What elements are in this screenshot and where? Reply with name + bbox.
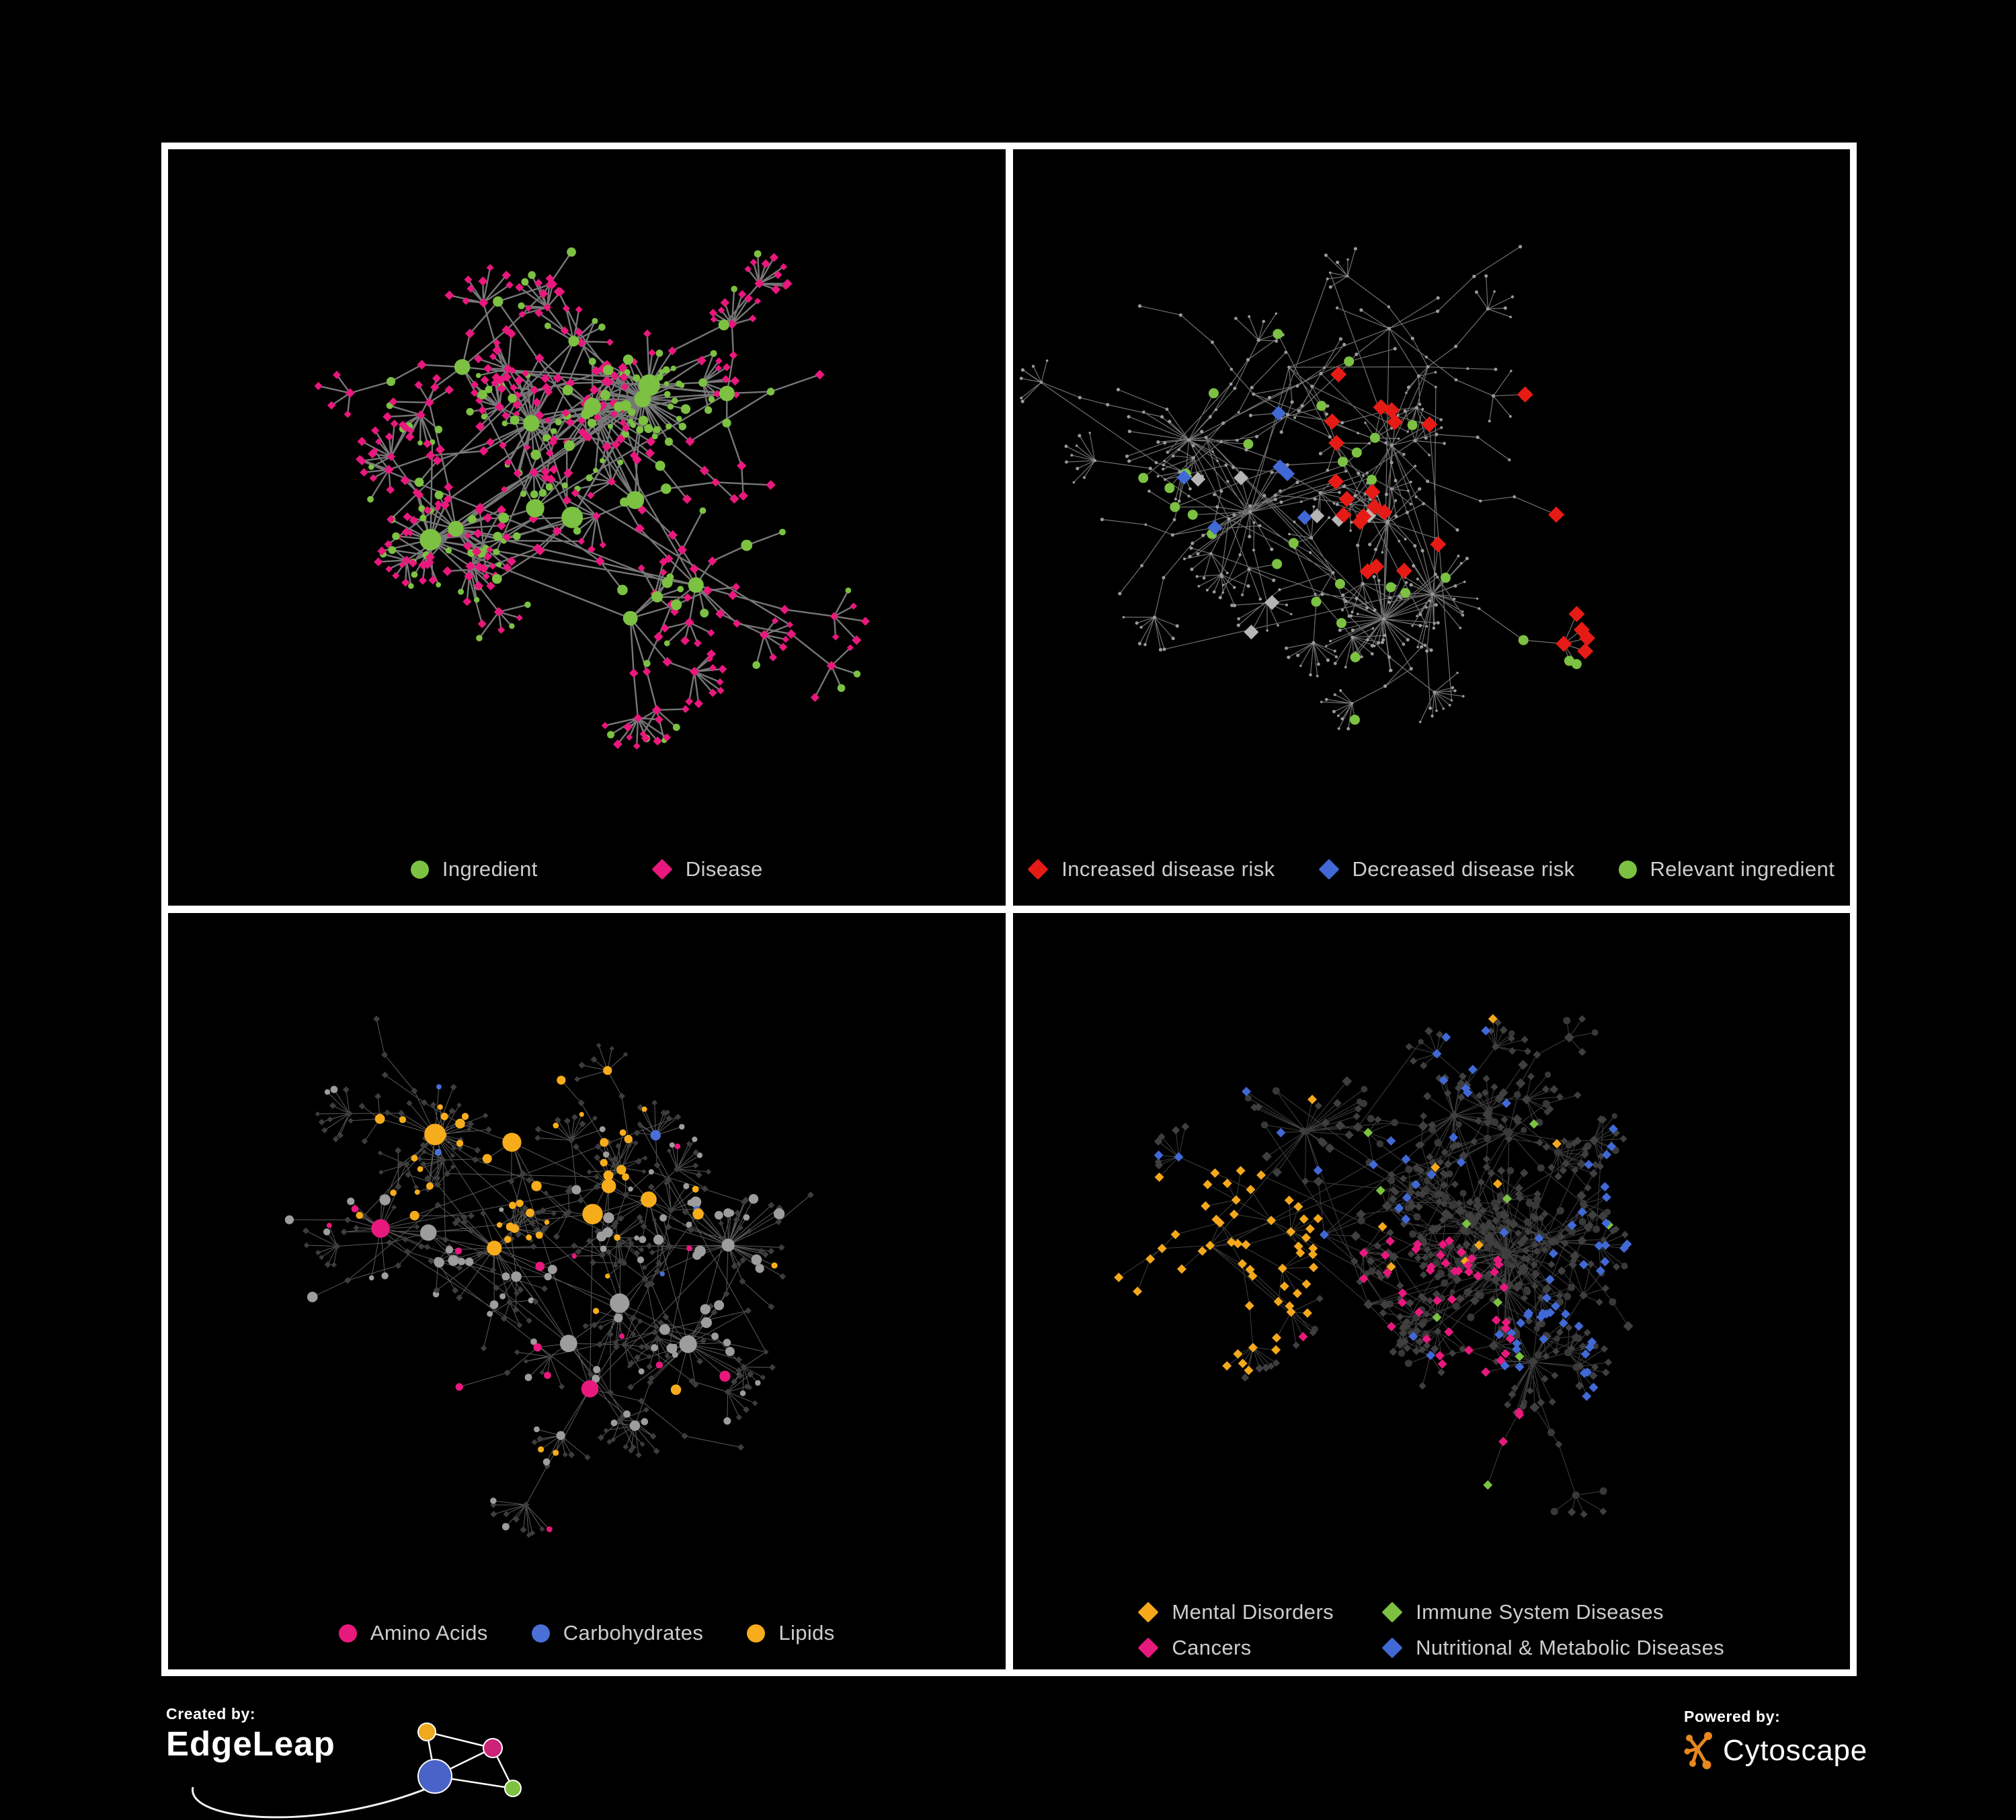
immune-system-diseases-diamond-icon	[1381, 1601, 1403, 1623]
legend-item-amino-acids: Amino Acids	[338, 1621, 488, 1645]
panel-ingredients-diseases: Ingredient Disease	[168, 149, 1006, 906]
panel-ingredient-categories: Amino Acids Carbohydrates Lipids	[168, 913, 1006, 1669]
legend-label: Carbohydrates	[563, 1621, 704, 1645]
powered-by-label: Powered by:	[1684, 1708, 1781, 1725]
carbohydrates-circle-icon	[531, 1624, 550, 1643]
edgeleap-logo-icon	[192, 1723, 522, 1819]
legend-label: Relevant ingredient	[1650, 857, 1835, 881]
network-ingredients-diseases	[168, 149, 1006, 906]
legend-item-disease: Disease	[651, 857, 763, 881]
legend-item-increased-risk: Increased disease risk	[1027, 857, 1275, 881]
panels-grid: Ingredient Disease Increased disease ris…	[161, 143, 1857, 1676]
legend-disease-categories: Mental Disorders Immune System Diseases …	[1013, 1600, 1851, 1660]
legend-label: Ingredient	[442, 857, 538, 881]
legend-item-nutritional-metabolic-diseases: Nutritional & Metabolic Diseases	[1381, 1636, 1725, 1660]
legend-item-immune-system-diseases: Immune System Diseases	[1381, 1600, 1724, 1624]
legend-label: Disease	[685, 857, 763, 881]
powered-by-block: Powered by: Cytoscape	[1684, 1708, 1886, 1770]
ingredient-circle-icon	[410, 860, 429, 879]
edgeleap-wordmark: EdgeLeap	[166, 1725, 335, 1763]
legend-item-ingredient: Ingredient	[410, 857, 538, 881]
cytoscape-logo-icon	[1684, 1732, 1712, 1770]
legend-label: Nutritional & Metabolic Diseases	[1416, 1636, 1725, 1659]
legend-disease-risk: Increased disease risk Decreased disease…	[1013, 857, 1851, 881]
legend-ingredients-diseases: Ingredient Disease	[168, 857, 1006, 881]
increased-risk-diamond-icon	[1027, 859, 1049, 880]
amino-acids-circle-icon	[338, 1624, 357, 1643]
disease-diamond-icon	[651, 859, 673, 880]
legend-item-carbohydrates: Carbohydrates	[531, 1621, 704, 1645]
relevant-ingredient-circle-icon	[1618, 860, 1637, 879]
network-ingredient-categories	[168, 913, 1006, 1669]
lipids-circle-icon	[747, 1624, 766, 1643]
legend-item-cancers: Cancers	[1137, 1636, 1334, 1660]
legend-item-mental-disorders: Mental Disorders	[1137, 1600, 1334, 1624]
legend-item-lipids: Lipids	[747, 1621, 834, 1645]
network-disease-categories	[1013, 913, 1851, 1669]
panel-disease-categories: Mental Disorders Immune System Diseases …	[1012, 913, 1851, 1669]
legend-label: Lipids	[778, 1621, 835, 1645]
panel-disease-risk: Increased disease risk Decreased disease…	[1012, 149, 1851, 906]
legend-label: Amino Acids	[370, 1621, 488, 1645]
legend-item-decreased-risk: Decreased disease risk	[1318, 857, 1575, 881]
legend-label: Mental Disorders	[1172, 1600, 1334, 1624]
legend-label: Cancers	[1172, 1636, 1252, 1659]
cancers-diamond-icon	[1137, 1637, 1159, 1659]
legend-ingredient-categories: Amino Acids Carbohydrates Lipids	[168, 1621, 1006, 1645]
legend-label: Immune System Diseases	[1416, 1600, 1664, 1624]
legend-label: Increased disease risk	[1061, 857, 1275, 881]
created-by-block: Created by: EdgeLeap	[166, 1705, 569, 1819]
legend-label: Decreased disease risk	[1352, 857, 1575, 881]
network-disease-risk	[1013, 149, 1851, 906]
created-by-label: Created by:	[166, 1705, 256, 1723]
decreased-risk-diamond-icon	[1318, 859, 1340, 880]
mental-disorders-diamond-icon	[1137, 1601, 1159, 1623]
cytoscape-wordmark: Cytoscape	[1723, 1734, 1868, 1767]
nutritional-metabolic-diseases-diamond-icon	[1381, 1637, 1403, 1659]
legend-item-relevant-ingredient: Relevant ingredient	[1618, 857, 1835, 881]
